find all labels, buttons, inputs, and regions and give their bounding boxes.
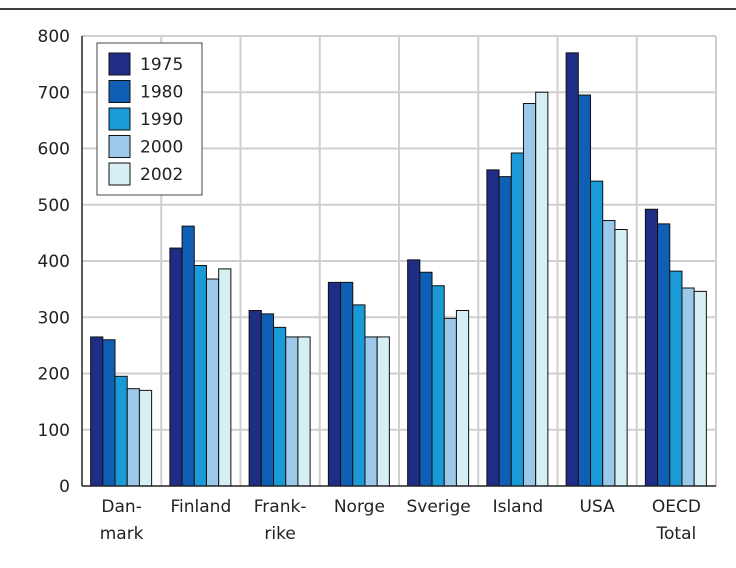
y-tick-label: 400	[38, 252, 70, 272]
bar	[138, 389, 153, 487]
bar	[455, 310, 470, 487]
bar	[169, 247, 183, 487]
x-tick-label: rike	[264, 524, 295, 544]
bar	[248, 310, 262, 487]
bar	[644, 208, 659, 487]
bar	[443, 317, 457, 487]
x-tick-label: mark	[100, 524, 144, 544]
bar	[602, 220, 616, 487]
y-tick-labels: 0 100 200 300 400 500 600 700 800	[38, 27, 70, 497]
y-tick-label: 300	[38, 308, 70, 328]
bar	[522, 103, 537, 487]
grid	[82, 35, 717, 486]
bar	[273, 326, 287, 487]
bar	[669, 270, 683, 487]
bar	[218, 268, 232, 487]
bar	[181, 225, 195, 487]
bar	[681, 287, 695, 487]
bar	[285, 336, 299, 487]
bar	[419, 271, 433, 487]
legend-swatch	[108, 107, 131, 131]
legend-label: 2000	[140, 138, 183, 158]
bar	[364, 336, 378, 487]
bar	[193, 265, 207, 487]
x-tick-label: Norge	[334, 497, 385, 517]
bar	[260, 313, 275, 487]
bar	[407, 259, 421, 487]
legend-swatch	[108, 80, 131, 103]
legend-label: 2002	[140, 165, 183, 185]
bar	[102, 339, 116, 487]
y-tick-label: 800	[38, 27, 70, 47]
y-tick-label: 0	[59, 477, 70, 497]
x-tick-label: Total	[656, 524, 697, 544]
bar	[535, 91, 549, 487]
x-tick-label: Sverige	[406, 497, 470, 517]
y-tick-label: 200	[38, 365, 70, 385]
legend-swatch	[108, 52, 131, 76]
y-tick-label: 700	[38, 83, 70, 103]
bar	[376, 336, 390, 487]
y-tick-label: 100	[38, 421, 70, 441]
bar	[340, 281, 354, 487]
bar	[205, 278, 220, 487]
bar	[297, 336, 311, 487]
bar	[657, 223, 671, 487]
x-tick-label: OECD	[652, 497, 701, 517]
bar	[614, 229, 628, 487]
x-tick-label: Dan-	[101, 497, 141, 517]
bar	[114, 375, 128, 487]
y-tick-label: 600	[38, 140, 70, 160]
bar	[565, 52, 579, 487]
legend-label: 1975	[140, 55, 183, 75]
bar	[327, 281, 342, 487]
legend-label: 1990	[140, 110, 183, 130]
x-tick-label: USA	[580, 497, 616, 517]
x-tick-label: Finland	[171, 497, 232, 517]
legend-label: 1980	[140, 83, 183, 103]
bar	[693, 290, 707, 487]
bar	[352, 304, 366, 487]
bar	[577, 94, 592, 487]
bar	[431, 285, 445, 487]
legend: 1975 1980 1990 2000 2002	[96, 42, 203, 196]
legend-swatch	[108, 162, 131, 186]
axes	[81, 36, 716, 487]
legend-swatch	[108, 135, 131, 158]
bar	[486, 169, 500, 487]
bar	[590, 180, 604, 487]
bar	[510, 152, 524, 487]
x-tick-label: Frank-	[254, 497, 307, 517]
y-tick-label: 500	[38, 196, 70, 216]
x-tick-label: Island	[493, 497, 544, 517]
bar	[126, 388, 140, 487]
x-tick-labels: Dan-mark Finland Frank-rike Norge Sverige Isl…	[100, 497, 701, 544]
bar	[90, 336, 104, 487]
bar	[498, 176, 512, 487]
